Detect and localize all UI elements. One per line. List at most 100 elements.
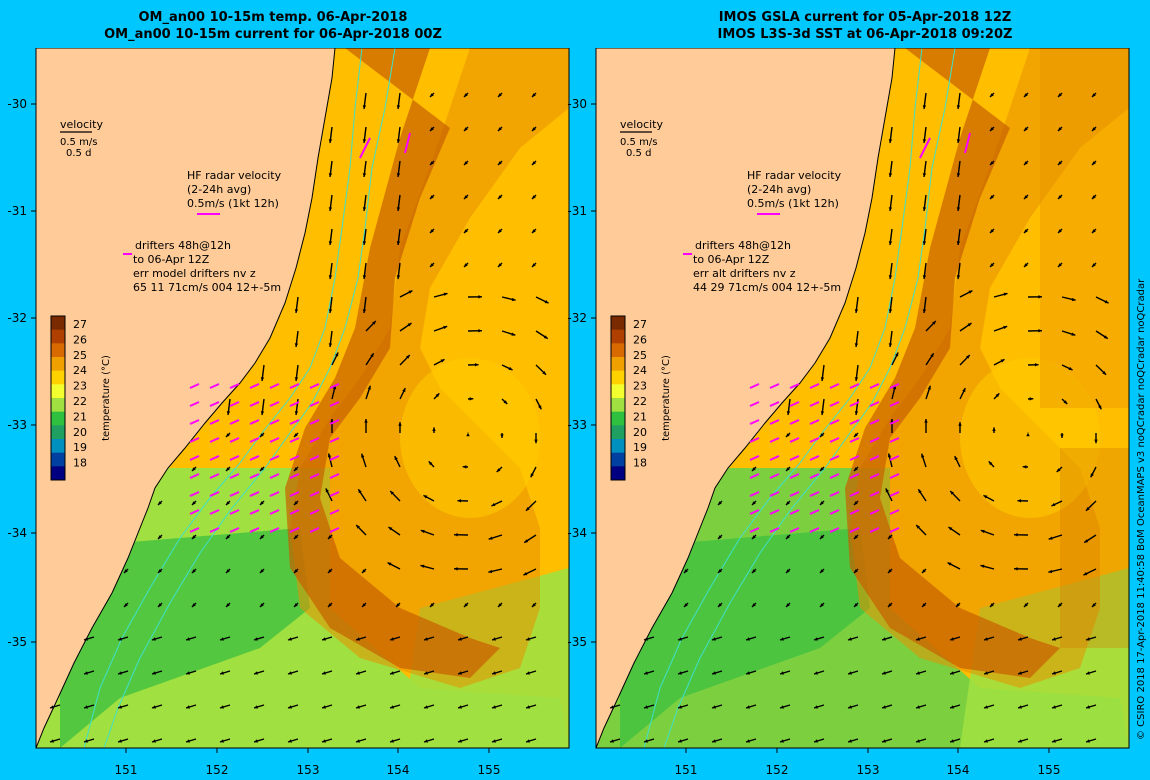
current-arrowhead xyxy=(294,309,299,313)
hf-radar-arrow xyxy=(769,437,780,443)
current-arrowhead xyxy=(462,465,467,469)
current-arrowhead xyxy=(396,139,401,143)
sst-cool-core xyxy=(620,528,870,748)
hf-radar-arrow xyxy=(789,509,800,515)
current-arrowhead xyxy=(1085,506,1090,511)
hf-radar-arrow xyxy=(209,419,220,425)
current-arrowhead xyxy=(543,335,548,339)
hf-radar-arrow xyxy=(289,455,300,461)
hf-radar-arrow xyxy=(829,437,840,443)
current-arrowhead xyxy=(752,467,756,471)
current-arrowhead xyxy=(1034,363,1039,367)
current-arrowhead xyxy=(718,535,722,539)
current-arrowhead xyxy=(1071,332,1076,336)
current-arrowhead xyxy=(1056,468,1061,472)
current-arrowhead xyxy=(956,173,961,177)
hf-radar-arrow xyxy=(329,527,340,533)
colorbar-segment xyxy=(51,439,65,454)
hf-radar-arrow xyxy=(809,473,820,479)
hf-radar-arrow xyxy=(889,473,900,479)
current-arrowhead xyxy=(432,427,436,432)
current-arrowhead xyxy=(888,569,892,573)
current-arrowhead xyxy=(435,393,440,398)
hf-radar-arrow xyxy=(869,455,880,461)
colorbar-segment xyxy=(51,452,65,467)
hf-radar-arrow xyxy=(749,473,760,479)
current-arrowhead xyxy=(408,290,413,294)
drifter-legend-line4: 65 11 71cm/s 004 12+-5m xyxy=(133,281,281,294)
lat-label: -34 xyxy=(567,526,587,540)
current-arrowhead xyxy=(322,637,326,641)
colorbar-title: temperature (°C) xyxy=(101,355,112,441)
current-arrowhead xyxy=(921,453,925,458)
current-arrowhead xyxy=(192,501,196,505)
hf-radar-arrow xyxy=(189,455,200,461)
plot-frame xyxy=(35,48,570,749)
hf-radar-arrow xyxy=(189,383,200,389)
colorbar-tick: 24 xyxy=(633,364,647,377)
current-arrowhead xyxy=(364,419,368,423)
hf-radar-arrow xyxy=(289,473,300,479)
current-arrowhead xyxy=(500,434,504,438)
current-arrowhead xyxy=(990,93,994,97)
current-arrowhead xyxy=(328,343,333,347)
hf-radar-arrow xyxy=(849,419,860,425)
current-arrowhead xyxy=(84,671,88,675)
current-arrowhead xyxy=(152,739,156,743)
lat-label: -34 xyxy=(7,526,27,540)
lat-label: -31 xyxy=(7,204,27,218)
lat-label: -33 xyxy=(567,418,587,432)
hf-radar-arrow xyxy=(249,419,260,425)
current-arrowhead xyxy=(854,309,859,313)
current-arrowhead xyxy=(882,671,886,675)
right-title-line2: IMOS L3S-3d SST at 06-Apr-2018 09:20Z xyxy=(717,27,1013,42)
current-arrowhead xyxy=(466,432,470,437)
velocity-scale-d: 0.5 d xyxy=(626,148,651,159)
hf-radar-arrow xyxy=(809,419,820,425)
lon-label: 154 xyxy=(387,763,410,777)
current-arrowhead xyxy=(990,161,994,165)
hf-radar-arrow xyxy=(789,437,800,443)
current-arrowhead xyxy=(294,343,299,347)
current-arrowhead xyxy=(752,569,756,573)
current-arrowhead xyxy=(390,739,394,743)
current-arrowhead xyxy=(980,564,985,569)
hf-radar-arrow xyxy=(229,419,240,425)
colorbar-tick: 26 xyxy=(633,333,647,346)
current-arrowhead xyxy=(50,739,54,743)
current-arrowhead xyxy=(443,325,448,330)
current-arrowhead xyxy=(424,637,428,641)
current-arrowhead xyxy=(1086,739,1090,743)
current-arrowhead xyxy=(226,569,230,573)
current-arrowhead xyxy=(984,637,988,641)
current-arrowhead xyxy=(532,93,536,97)
current-arrowhead xyxy=(474,363,479,367)
colorbar-tick: 23 xyxy=(633,380,647,393)
current-arrowhead xyxy=(950,490,955,495)
colorbar-segment xyxy=(51,384,65,399)
sst-texture xyxy=(1060,448,1129,648)
current-arrowhead xyxy=(1024,93,1028,97)
current-arrowhead xyxy=(498,161,502,165)
current-arrowhead xyxy=(746,739,750,743)
hf-radar-arrow xyxy=(869,437,880,443)
hf-radar-arrow xyxy=(329,455,340,461)
current-arrowhead xyxy=(362,139,367,143)
current-arrowhead xyxy=(396,105,401,109)
current-arrowhead xyxy=(888,603,892,607)
current-arrowhead xyxy=(524,539,529,543)
current-arrowhead xyxy=(984,705,988,709)
colorbar-segment xyxy=(611,370,625,385)
hf-radar-arrow xyxy=(869,527,880,533)
colorbar-segment xyxy=(611,316,625,331)
current-arrowhead xyxy=(192,569,196,573)
current-arrowhead xyxy=(888,535,892,539)
hf-radar-arrow xyxy=(229,473,240,479)
current-arrowhead xyxy=(888,173,893,177)
current-arrowhead xyxy=(158,501,162,505)
current-arrowhead xyxy=(962,388,966,393)
current-arrowhead xyxy=(288,705,292,709)
hf-radar-arrow xyxy=(189,509,200,515)
current-arrowhead xyxy=(814,637,818,641)
current-arrowhead xyxy=(423,495,428,499)
